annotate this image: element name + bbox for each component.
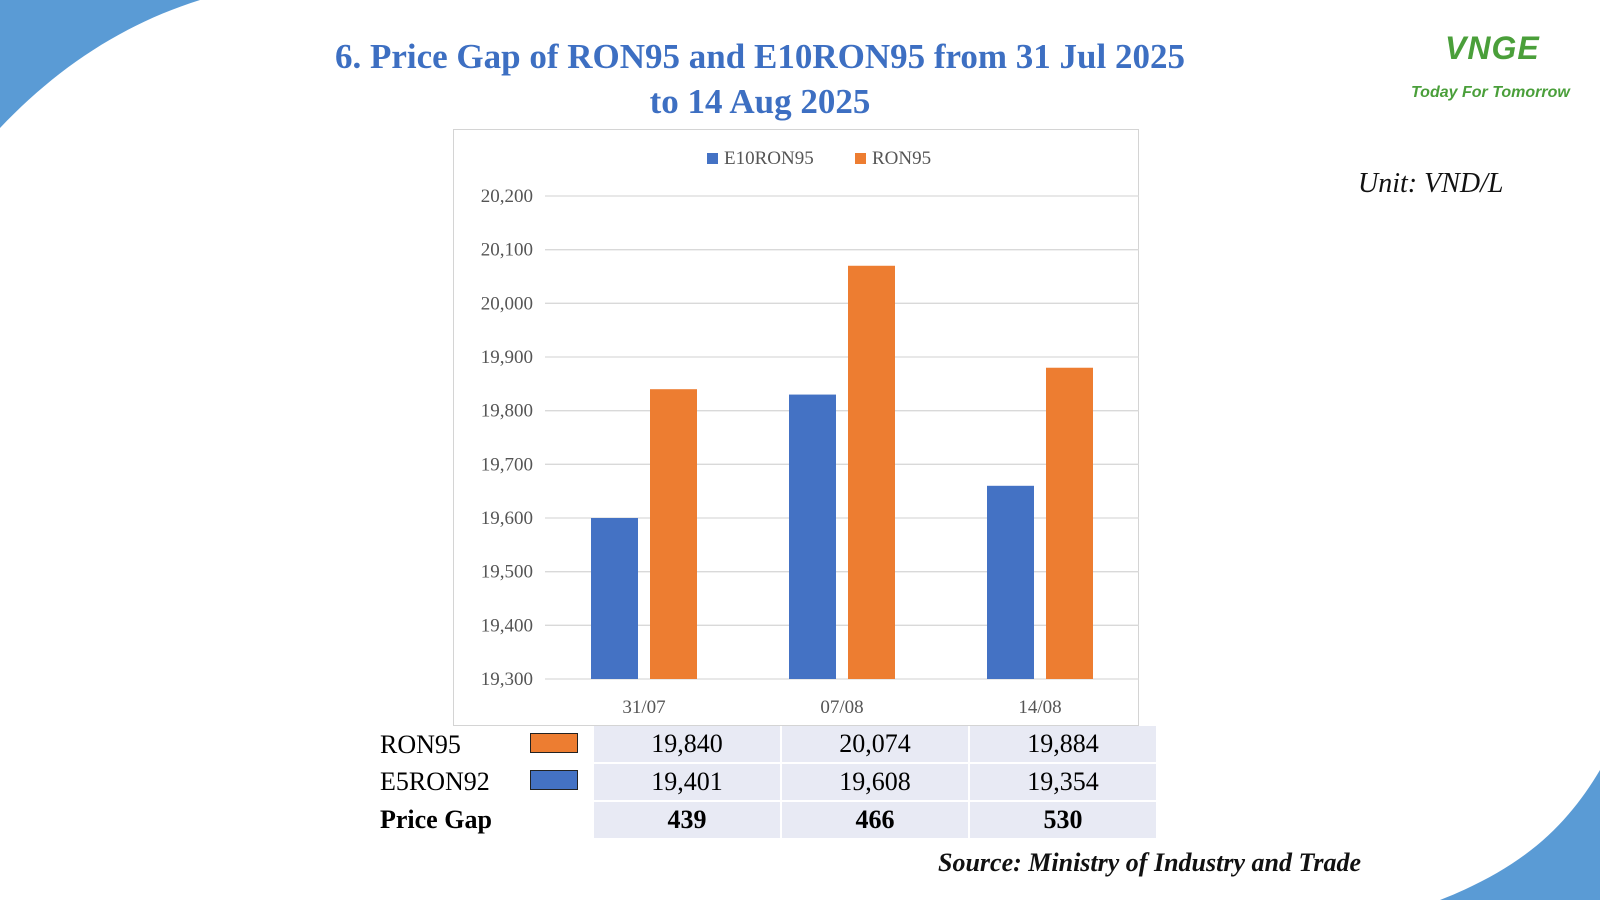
bar-e10ron95-0708 [789, 394, 836, 679]
unit-label: Unit: VND/L [1358, 168, 1504, 199]
swatch-ron95 [530, 732, 578, 753]
bar-e10ron95-3107 [591, 518, 638, 679]
x-tick-label: 07/08 [820, 697, 863, 718]
source-note: Source: Ministry of Industry and Trade [938, 848, 1362, 877]
legend-key-ron95 [530, 726, 593, 763]
y-tick-label: 20,100 [481, 240, 533, 261]
logo-tagline: Today For Tomorrow [1411, 84, 1570, 101]
bar-ron95-0708 [848, 265, 895, 679]
row-label-price-gap: Price Gap [380, 805, 492, 834]
vnge-logo: VNGE Today For Tomorrow [1405, 18, 1580, 113]
swatch-e5ron92 [530, 770, 578, 790]
legend-entry-ron95: RON95 [872, 148, 931, 169]
bar-ron95-3107 [650, 389, 697, 679]
y-tick-label: 20,000 [481, 293, 533, 314]
logo-mark: VNGE [1445, 30, 1540, 66]
cell-e5ron92-1408: 19,354 [968, 763, 1156, 802]
bar-e10ron95-1408 [987, 485, 1034, 679]
cell-ron95-0708: 20,074 [780, 726, 969, 764]
cell-gap-0708: 466 [780, 801, 969, 840]
y-tick-label: 19,600 [481, 508, 533, 529]
bar-ron95-1408 [1046, 367, 1093, 679]
chart-title-line-2: to 14 Aug 2025 [649, 82, 871, 121]
legend-key-e5ron92 [530, 763, 593, 801]
y-tick-label: 20,200 [481, 186, 533, 207]
y-tick-label: 19,800 [481, 401, 533, 422]
legend-swatch-e10ron95 [707, 153, 718, 164]
corner-decoration-bottom-right [1440, 770, 1600, 900]
chart-title-line-1: 6. Price Gap of RON95 and E10RON95 from … [334, 37, 1186, 76]
corner-decoration-top-left [0, 0, 200, 128]
table-row-ron95: RON95 19,840 20,074 19,884 [378, 726, 1156, 764]
cell-gap-3107: 439 [592, 801, 781, 840]
cell-ron95-1408: 19,884 [968, 726, 1156, 764]
legend-entry-e10ron95: E10RON95 [724, 148, 814, 169]
cell-e5ron92-0708: 19,608 [780, 763, 969, 802]
table-row-price-gap: Price Gap 439 466 530 [378, 801, 1156, 840]
x-tick-label: 14/08 [1018, 697, 1061, 718]
bar-chart: 19,300 19,400 19,500 19,600 19,700 19,800 19,9… [481, 148, 1139, 718]
cell-gap-1408: 530 [968, 801, 1156, 840]
chart-title: 6. Price Gap of RON95 and E10RON95 from … [260, 34, 1260, 124]
cell-ron95-3107: 19,840 [592, 726, 781, 764]
cell-e5ron92-3107: 19,401 [592, 763, 781, 802]
table-row-e5ron92: E5RON92 19,401 19,608 19,354 [378, 763, 1156, 802]
row-label-ron95: RON95 [380, 729, 461, 759]
y-tick-label: 19,300 [481, 669, 533, 690]
y-tick-label: 19,500 [481, 562, 533, 583]
data-table: RON95 19,840 20,074 19,884 E5RON92 19,40… [378, 726, 1156, 840]
y-tick-label: 19,700 [481, 454, 533, 475]
legend-swatch-ron95 [855, 153, 866, 164]
x-tick-label: 31/07 [622, 697, 665, 718]
row-label-e5ron92: E5RON92 [380, 767, 490, 796]
y-tick-label: 19,900 [481, 347, 533, 368]
y-tick-label: 19,400 [481, 615, 533, 636]
